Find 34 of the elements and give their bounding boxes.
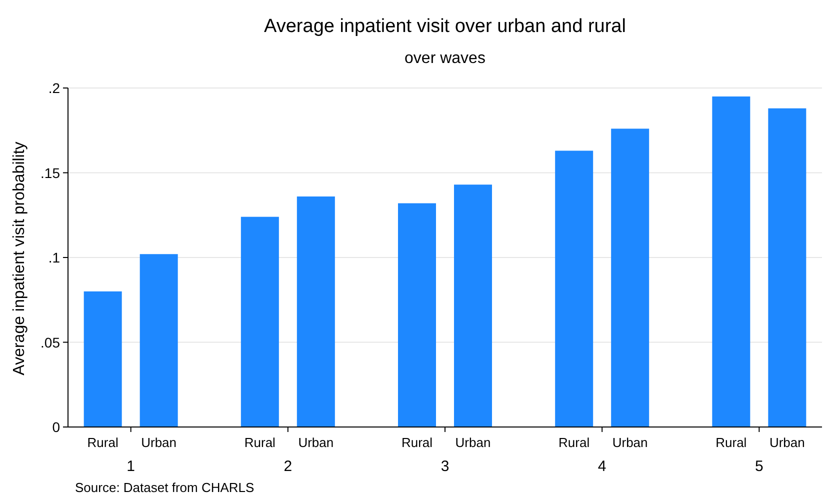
y-axis-title: Average inpatient visit probability [11,142,28,376]
bar [296,196,335,427]
series-label: Rural [87,435,118,450]
x-tick-label: 1 [126,458,136,475]
chart-subtitle: over waves [404,50,486,67]
text: Urban [612,435,648,450]
text: Rural [244,435,276,450]
series-label: Urban [141,435,177,450]
bar [611,128,650,427]
chart-title: Average inpatient visit over urban and rural [264,16,626,37]
bar [712,96,750,427]
x-tick-label: 5 [754,458,764,475]
bar [555,150,594,427]
bar [768,108,806,427]
bar [454,184,492,427]
text: Urban [455,435,491,450]
x-tick-label: 4 [598,458,606,475]
text: Urban [298,435,334,450]
y-tick-label: .2 [48,80,60,96]
y-tick-label: .05 [40,334,60,350]
bar [398,203,436,427]
bar [140,254,178,427]
source-note: Source: Dataset from CHARLS [75,480,255,495]
bar [240,216,279,427]
x-tick-label: 2 [284,458,292,475]
text: Rural [401,435,433,450]
y-tick-label: .1 [48,250,60,266]
y-tick-label: .15 [40,164,60,181]
y-tick-label: 0 [52,419,60,435]
bar [84,291,122,427]
text: Rural [716,435,747,450]
x-tick-label: 3 [440,458,450,475]
text: Rural [558,435,590,450]
text: Urban [769,435,805,450]
